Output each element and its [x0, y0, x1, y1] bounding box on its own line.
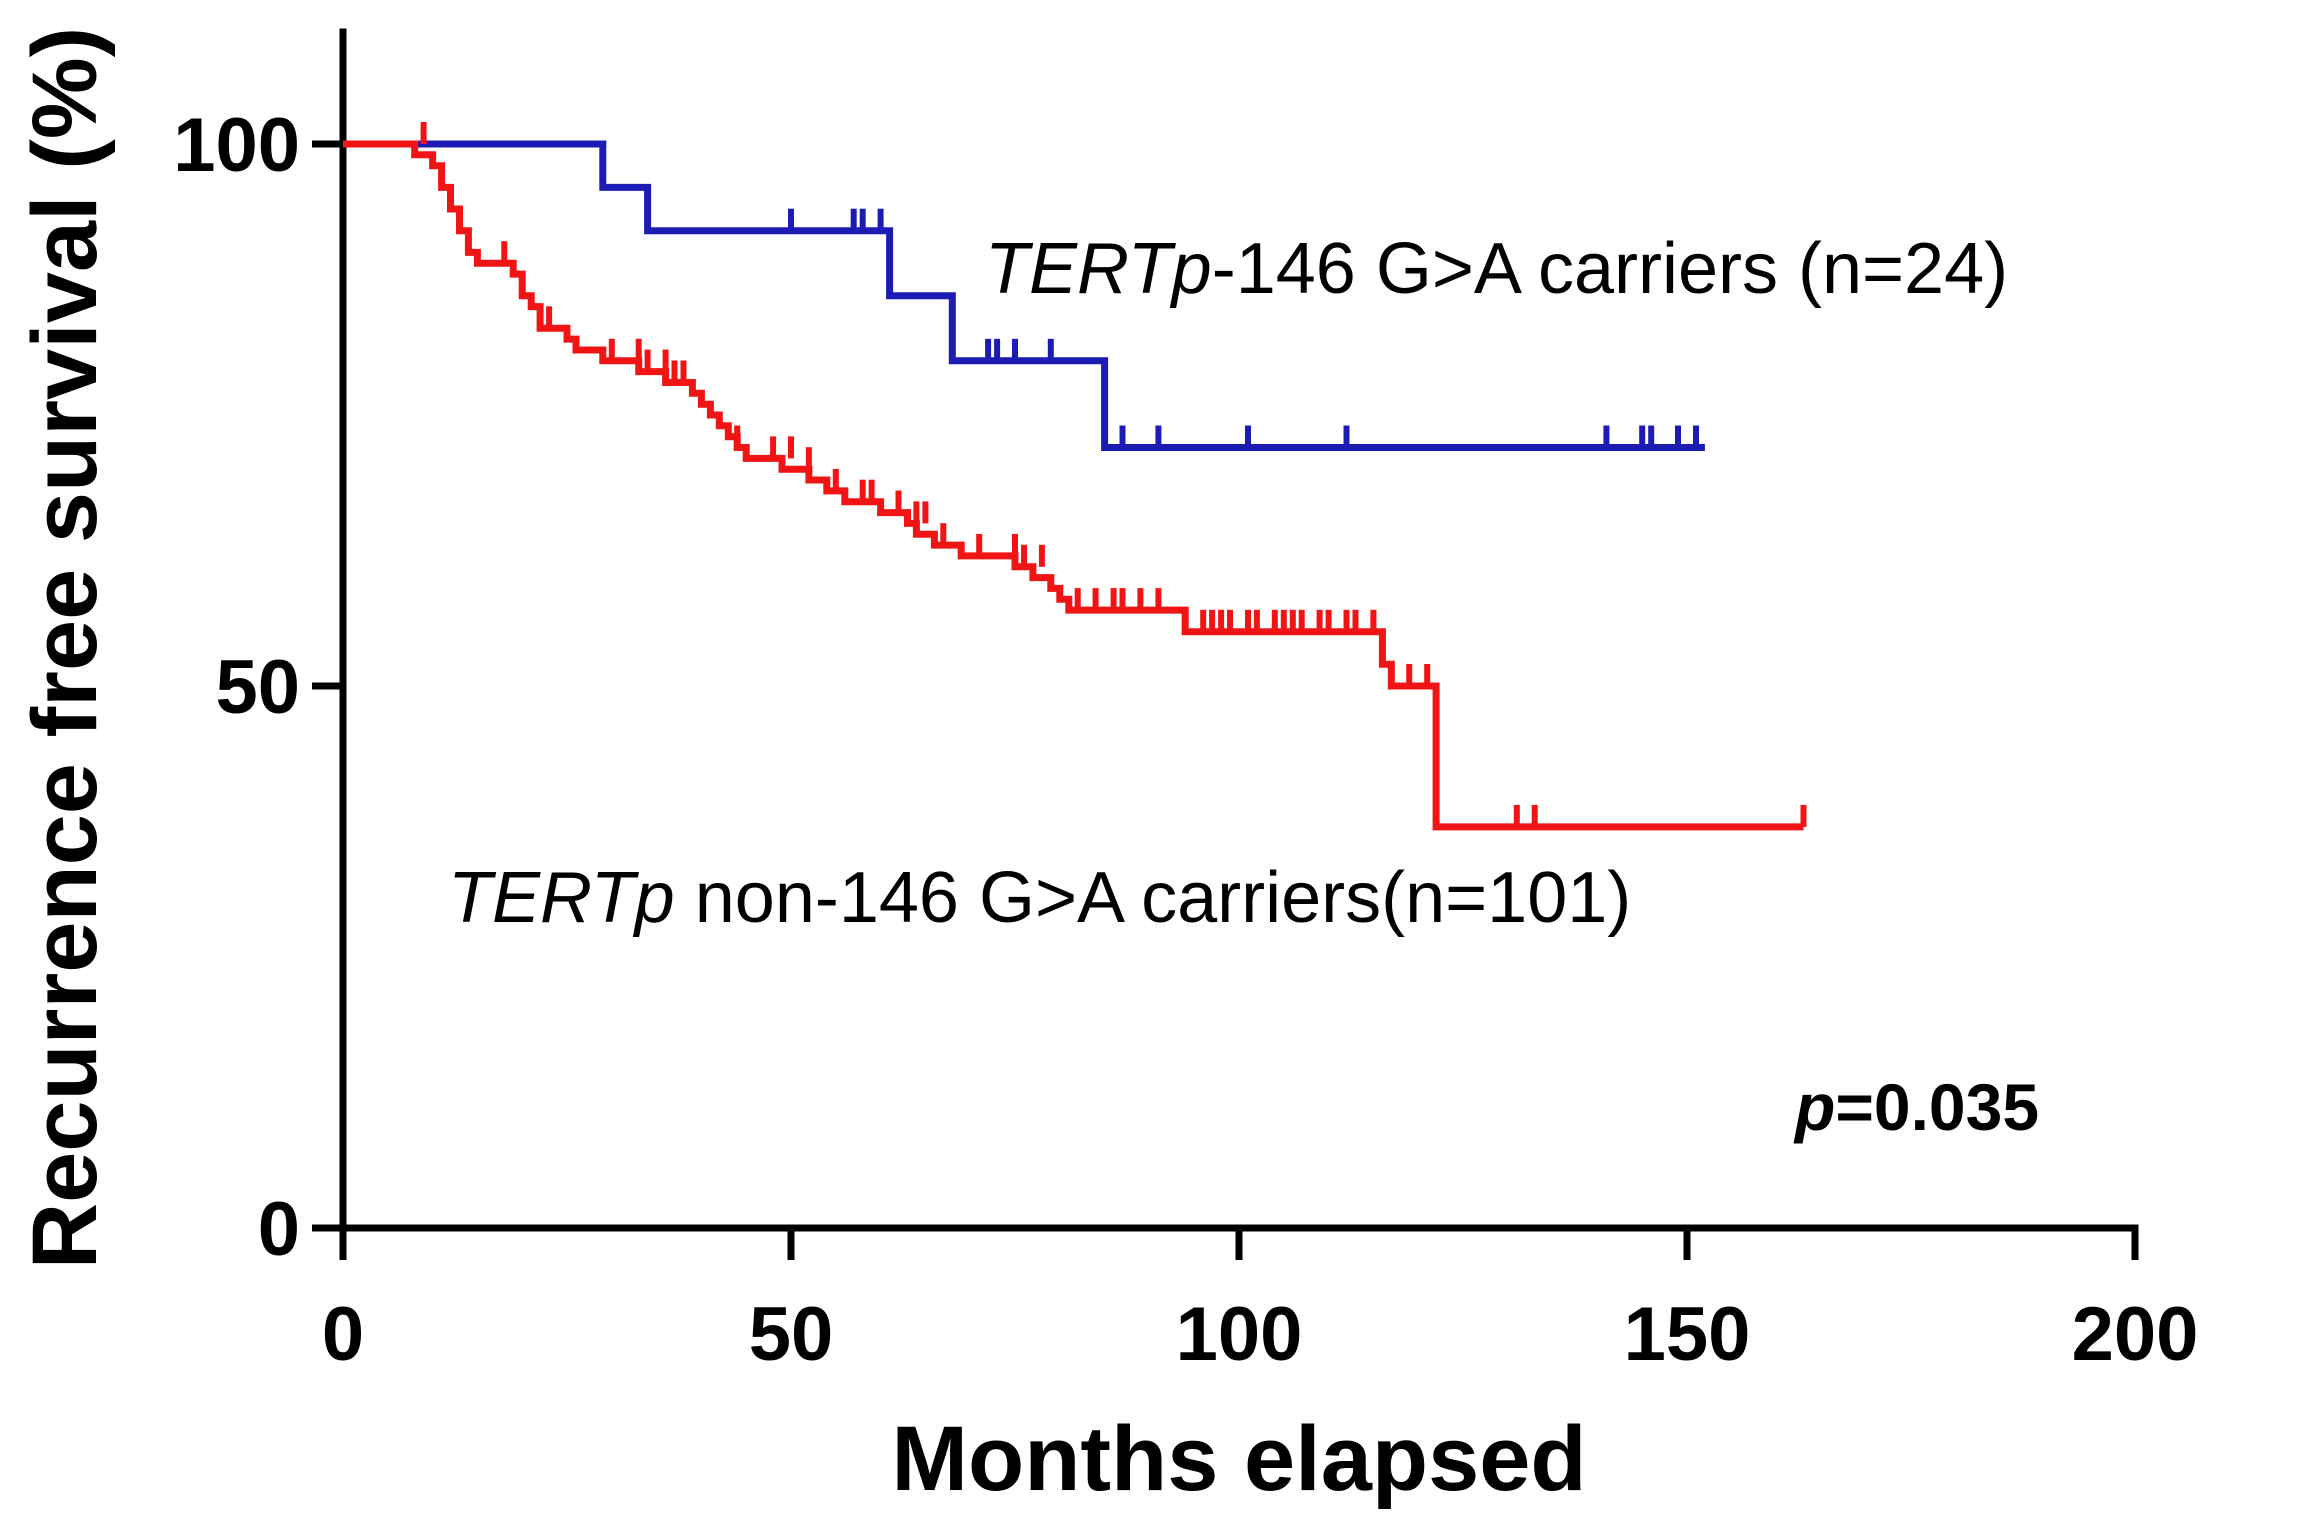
p-value-annotation: p=0.035	[1793, 1070, 2039, 1144]
legend-label-noncarriers-rest: non-146 G>A carriers(n=101)	[675, 858, 1632, 938]
legend-label-carriers: TERTp-146 G>A carriers (n=24)	[985, 229, 2008, 309]
series-layer	[343, 122, 1807, 831]
x-tick-label-0: 0	[322, 1292, 364, 1377]
series-0	[343, 140, 1705, 451]
y-axis: 100 50 0	[173, 28, 347, 1272]
x-axis-title: Months elapsed	[891, 1408, 1586, 1510]
y-tick-label-100: 100	[173, 103, 300, 188]
series-0-line	[343, 140, 1705, 451]
legend-label-noncarriers: TERTp non-146 G>A carriers(n=101)	[448, 858, 1631, 938]
x-tick-label-100: 100	[1176, 1292, 1303, 1377]
x-axis: 0 50 100 150 200	[322, 1224, 2199, 1377]
series-1	[343, 122, 1807, 831]
x-tick-label-50: 50	[749, 1292, 834, 1377]
legend-label-carriers-italic: TERTp	[985, 229, 1212, 309]
p-value-italic: p	[1793, 1070, 1835, 1144]
legend-label-carriers-rest: -146 G>A carriers (n=24)	[1212, 229, 2008, 309]
x-tick-label-200: 200	[2072, 1292, 2199, 1377]
x-tick-label-150: 150	[1624, 1292, 1751, 1377]
y-tick-label-0: 0	[258, 1187, 300, 1272]
series-1-line	[343, 140, 1804, 831]
y-axis-title: Recurrence free survival (%)	[14, 27, 116, 1270]
legend-label-noncarriers-italic: TERTp	[448, 858, 675, 938]
p-value-rest: =0.035	[1835, 1070, 2039, 1144]
y-tick-label-50: 50	[215, 645, 300, 730]
